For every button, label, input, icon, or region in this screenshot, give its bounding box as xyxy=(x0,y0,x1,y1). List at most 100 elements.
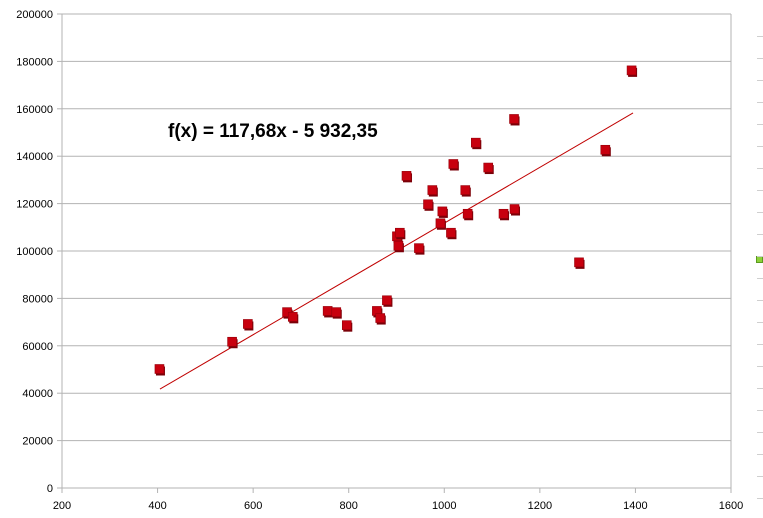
y-tick-label: 100000 xyxy=(16,246,53,258)
y-tick-label: 20000 xyxy=(22,436,53,448)
y-tick-label: 160000 xyxy=(16,104,53,116)
y-tick-label: 120000 xyxy=(16,199,53,211)
axes xyxy=(57,13,732,493)
y-tick-label: 180000 xyxy=(16,56,53,68)
data-point-marker xyxy=(423,199,433,210)
y-axis-tick-labels: 0 20000 40000 60000 80000 100000 120000 140000 1… xyxy=(16,9,53,495)
edge-ruler-tick xyxy=(757,344,763,345)
y-tick-label: 40000 xyxy=(22,388,53,400)
data-point-marker xyxy=(375,313,386,323)
edge-ruler-tick xyxy=(757,410,763,411)
edge-ruler-tick xyxy=(757,58,763,59)
data-point xyxy=(574,257,585,269)
edge-ruler-tick xyxy=(757,80,763,81)
data-point xyxy=(375,313,386,325)
edge-ruler-tick xyxy=(757,454,763,455)
x-tick-label: 1000 xyxy=(432,500,456,512)
data-point-marker xyxy=(626,65,637,76)
data-point-marker xyxy=(437,206,448,217)
trendline-equation: f(x) = 117,68x - 5 932,35 xyxy=(168,121,378,142)
data-point-marker xyxy=(509,114,519,124)
data-point-marker xyxy=(471,137,481,148)
data-point xyxy=(401,171,413,183)
data-point-marker xyxy=(414,243,424,253)
data-point xyxy=(446,227,457,240)
edge-ruler-tick xyxy=(757,146,763,147)
data-point xyxy=(437,206,448,218)
edge-ruler-tick xyxy=(757,432,763,433)
data-point-marker xyxy=(393,240,404,251)
y-tick-label: 80000 xyxy=(22,293,53,305)
x-tick-label: 800 xyxy=(340,500,358,512)
y-tick-label: 60000 xyxy=(22,341,53,353)
data-point xyxy=(448,159,459,171)
edge-ruler-tick xyxy=(757,322,763,323)
edge-ruler-tick xyxy=(757,498,763,499)
data-point-marker xyxy=(509,204,520,214)
edge-ruler-tick xyxy=(757,388,763,389)
data-point xyxy=(509,204,521,216)
edge-ruler-tick xyxy=(757,234,763,235)
data-point-marker xyxy=(435,218,446,229)
data-point-marker xyxy=(483,162,494,173)
edge-ruler-tick xyxy=(757,278,763,279)
data-point xyxy=(331,307,342,319)
data-point xyxy=(600,144,611,157)
data-point-marker xyxy=(401,171,412,181)
data-point-marker xyxy=(331,307,342,317)
data-point xyxy=(462,208,474,221)
data-point xyxy=(395,227,406,240)
data-points xyxy=(154,65,638,376)
data-point-marker xyxy=(322,306,333,316)
x-tick-label: 400 xyxy=(148,500,166,512)
data-point xyxy=(483,162,494,175)
data-point xyxy=(509,114,520,126)
data-point xyxy=(471,137,482,150)
data-point xyxy=(460,185,471,197)
edge-ruler-tick xyxy=(757,190,763,191)
data-point xyxy=(626,65,638,77)
edge-ruler-tick xyxy=(757,124,763,125)
x-axis-tick-labels: 200 400 600 800 1000 1200 1400 1600 xyxy=(53,500,743,512)
edge-ruler-tick xyxy=(757,168,763,169)
edge-ruler-tick xyxy=(757,102,763,103)
data-point xyxy=(423,199,434,211)
edge-ruler-tick xyxy=(757,256,763,257)
data-point-marker xyxy=(446,227,456,238)
resize-handle[interactable] xyxy=(756,256,763,263)
data-point xyxy=(341,320,353,332)
x-tick-label: 600 xyxy=(244,500,262,512)
data-point xyxy=(287,312,299,324)
data-point xyxy=(154,364,165,376)
data-point xyxy=(427,185,438,197)
data-point-marker xyxy=(382,295,392,306)
edge-ruler-tick xyxy=(757,300,763,301)
data-point xyxy=(227,336,238,349)
y-tick-label: 0 xyxy=(47,483,53,495)
data-point-marker xyxy=(498,208,509,219)
data-point-marker xyxy=(462,208,473,219)
gridlines xyxy=(62,13,731,442)
data-point xyxy=(498,208,510,221)
data-point xyxy=(414,243,425,255)
data-point-marker xyxy=(460,185,471,195)
data-point xyxy=(382,295,393,307)
data-point-marker xyxy=(395,227,405,238)
y-tick-label: 140000 xyxy=(16,151,53,163)
data-point xyxy=(435,218,446,230)
data-point xyxy=(243,319,254,331)
x-tick-label: 200 xyxy=(53,500,71,512)
data-point xyxy=(393,240,404,253)
edge-ruler-tick xyxy=(757,212,763,213)
data-point-marker xyxy=(287,312,298,322)
data-point-marker xyxy=(341,320,352,330)
edge-ruler-tick xyxy=(757,476,763,477)
data-point-marker xyxy=(227,336,237,347)
data-point-marker xyxy=(243,319,253,329)
data-point-marker xyxy=(448,159,459,169)
edge-ruler-tick xyxy=(757,36,763,37)
data-point-marker xyxy=(154,364,165,374)
data-point-marker xyxy=(574,257,584,268)
y-tick-label: 200000 xyxy=(16,9,53,21)
